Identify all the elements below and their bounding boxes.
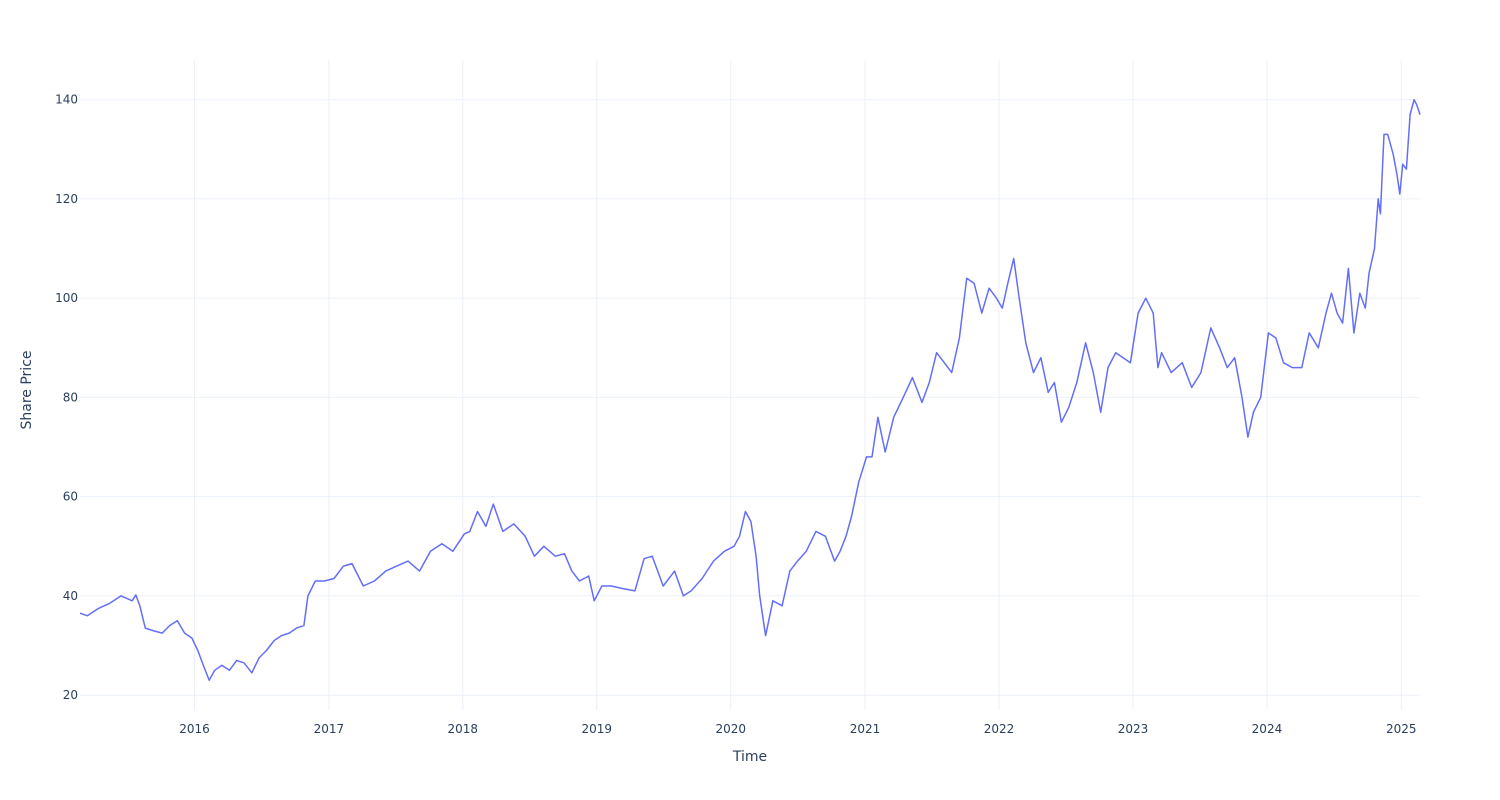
series-line — [79, 98, 1421, 681]
x-tick-label: 2019 — [581, 722, 612, 736]
x-axis-title: Time — [732, 749, 767, 765]
x-axis-ticks: 2016 2017 2018 2019 2020 2021 2022 2023 2024 2025 — [179, 722, 1416, 736]
x-tick-label: 2023 — [1118, 722, 1149, 736]
x-tick-label: 2018 — [448, 722, 479, 736]
y-tick-label: 60 — [63, 490, 78, 504]
x-tick-label: 2025 — [1386, 722, 1417, 736]
y-tick-label: 120 — [55, 192, 78, 206]
y-tick-label: 100 — [55, 291, 78, 305]
y-tick-label: 20 — [63, 688, 78, 702]
y-axis-ticks: 20 40 60 80 100 120 140 — [55, 93, 78, 702]
x-tick-label: 2022 — [984, 722, 1015, 736]
y-tick-label: 40 — [63, 589, 78, 603]
x-tick-label: 2016 — [179, 722, 210, 736]
y-tick-label: 80 — [63, 390, 78, 404]
x-tick-label: 2020 — [715, 722, 746, 736]
x-tick-label: 2024 — [1252, 722, 1283, 736]
gridlines — [80, 60, 1420, 710]
x-tick-label: 2017 — [314, 722, 345, 736]
y-axis-title: Share Price — [19, 350, 35, 429]
x-tick-label: 2021 — [850, 722, 881, 736]
y-tick-label: 140 — [55, 93, 78, 107]
